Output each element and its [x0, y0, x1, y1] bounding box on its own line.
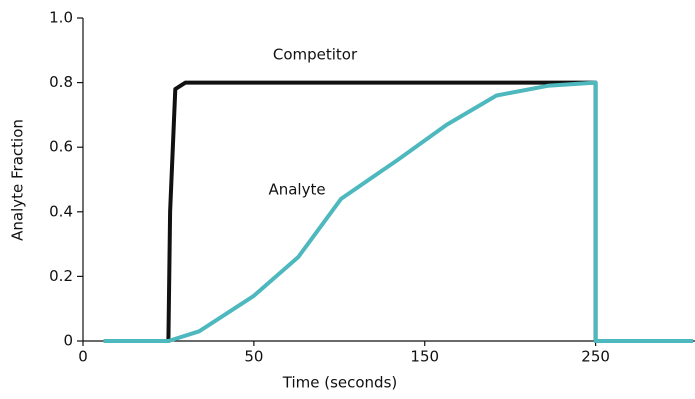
y-tick-label: 0.2 — [49, 267, 73, 285]
x-tick-label: 0 — [78, 348, 88, 366]
y-tick-label: 0.6 — [49, 138, 73, 156]
series-line — [103, 80, 693, 343]
x-axis-title: Time (seconds) — [282, 374, 398, 392]
y-tick-label: 0 — [63, 332, 73, 350]
x-tick-label: 50 — [244, 348, 263, 366]
series-line — [103, 80, 693, 343]
y-tick-label: 1.0 — [49, 9, 73, 27]
y-tick-label: 0.8 — [49, 73, 73, 91]
series-label: Analyte — [268, 181, 325, 199]
series-label: Competitor — [273, 46, 358, 64]
y-tick-label: 0.4 — [49, 202, 73, 220]
x-tick-label: 250 — [581, 348, 610, 366]
y-axis-title: Analyte Fraction — [9, 119, 27, 241]
x-tick-label: 150 — [410, 348, 439, 366]
